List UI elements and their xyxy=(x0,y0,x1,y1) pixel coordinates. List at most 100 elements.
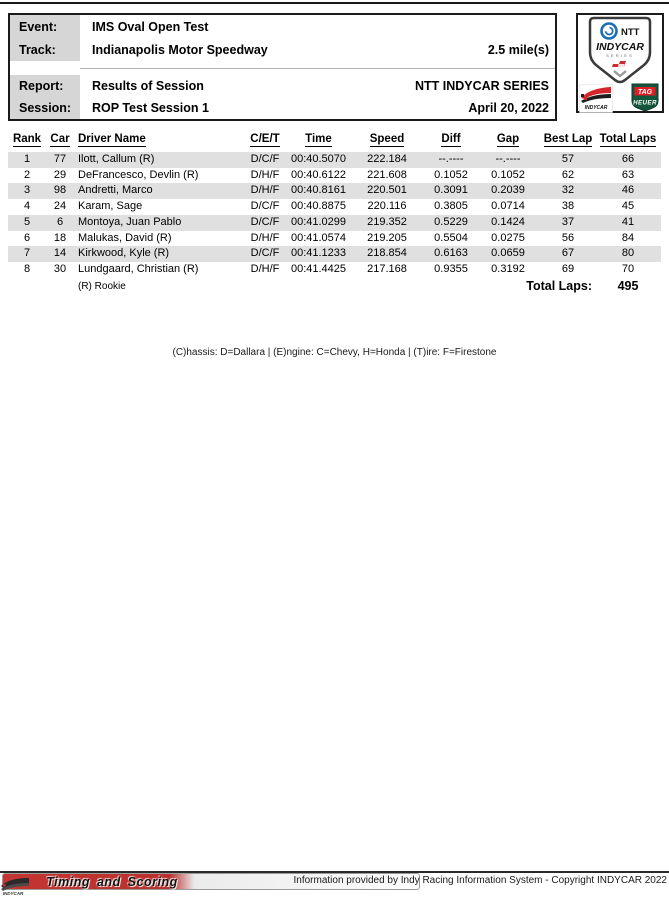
header-row-track: Track: Indianapolis Motor Speedway 2.5 m… xyxy=(10,38,555,61)
indycar-series-shield-icon: NTT INDYCAR SERIES xyxy=(588,16,652,84)
cell: 220.501 xyxy=(347,183,427,200)
cell: Andretti, Marco xyxy=(74,183,240,200)
cell: 00:40.8161 xyxy=(290,183,347,200)
cell: 0.2039 xyxy=(475,183,541,200)
cell: 0.3805 xyxy=(434,200,468,213)
cell: 218.854 xyxy=(347,246,427,262)
cell: 77 xyxy=(46,152,74,168)
cell: D/C/F xyxy=(250,200,280,213)
cell: 0.1424 xyxy=(475,214,541,231)
cell: D/H/F xyxy=(250,168,280,181)
cell: 57 xyxy=(541,152,595,168)
series-name: NTT INDYCAR SERIES xyxy=(414,79,549,93)
cell: 0.0275 xyxy=(491,231,525,244)
total-laps-label: Total Laps: xyxy=(526,279,592,293)
col-speed: Speed xyxy=(369,133,405,147)
total-laps-value: 495 xyxy=(617,279,639,293)
cell: 0.3192 xyxy=(491,262,525,275)
cell: 4 xyxy=(23,200,31,213)
chassis-engine-tire-legend: (C)hassis: D=Dallara | (E)ngine: C=Chevy… xyxy=(172,347,497,358)
cell: Malukas, David (R) xyxy=(78,231,172,244)
cell: 0.1052 xyxy=(491,168,525,181)
table-row: 4 24 Karam, Sage D/C/F 00:40.8875 220.116 0.38… xyxy=(8,199,661,215)
cell: 0.9355 xyxy=(434,262,468,275)
cell: 70 xyxy=(621,262,635,275)
session-label: Session: xyxy=(10,97,80,119)
cell: 0.0659 xyxy=(475,246,541,262)
cell: 3 xyxy=(8,183,46,200)
report-value: Results of Session xyxy=(92,79,204,93)
cell: 2 xyxy=(23,168,31,181)
cell: 24 xyxy=(53,200,67,213)
cell: 46 xyxy=(595,183,661,200)
svg-text:SERIES: SERIES xyxy=(606,53,634,58)
cell: 00:40.8875 xyxy=(290,200,347,213)
session-value: ROP Test Session 1 xyxy=(92,101,209,115)
cell: 30 xyxy=(53,262,67,275)
cell: D/C/F xyxy=(240,214,290,231)
cell: 7 xyxy=(8,246,46,262)
cell: 56 xyxy=(561,231,575,244)
track-label: Track: xyxy=(10,38,80,61)
cell: 00:40.5070 xyxy=(290,152,347,168)
cell: 37 xyxy=(541,214,595,231)
cell: 8 xyxy=(23,262,31,275)
cell: 219.352 xyxy=(347,214,427,231)
cell: 1 xyxy=(8,152,46,168)
cell: 67 xyxy=(541,246,595,262)
cell: 5 xyxy=(8,214,46,231)
session-date: April 20, 2022 xyxy=(468,101,549,115)
cell: D/H/F xyxy=(250,231,280,244)
cell: Karam, Sage xyxy=(78,200,143,213)
cell: D/C/F xyxy=(240,152,290,168)
cell: 00:40.6122 xyxy=(290,168,347,181)
col-diff: Diff xyxy=(441,133,461,147)
cell: 0.3091 xyxy=(427,183,475,200)
track-value: Indianapolis Motor Speedway xyxy=(92,42,268,57)
footer-copyright-text: Information provided by Indy Racing Info… xyxy=(293,875,667,886)
timing-and-scoring-banner: Timing and Scoring xyxy=(2,873,420,890)
header-row-event: Event: IMS Oval Open Test xyxy=(10,15,555,38)
cell: 00:41.1233 xyxy=(290,246,347,262)
cell: 14 xyxy=(46,246,74,262)
cell: 0.6163 xyxy=(427,246,475,262)
results-table: Rank Car Driver Name C/E/T Time Speed Di… xyxy=(8,133,661,278)
table-header-row: Rank Car Driver Name C/E/T Time Speed Di… xyxy=(8,133,661,152)
cell: Kirkwood, Kyle (R) xyxy=(74,246,240,262)
logo-box: NTT INDYCAR SERIES INDYCAR TAG HEUER xyxy=(576,13,664,113)
cell: 221.608 xyxy=(367,168,407,181)
cell: 0.5229 xyxy=(427,214,475,231)
event-label: Event: xyxy=(10,15,80,38)
col-driver-name: Driver Name xyxy=(78,133,146,147)
cell: D/C/F xyxy=(240,246,290,262)
cell: D/H/F xyxy=(250,262,280,275)
cell: 69 xyxy=(561,262,575,275)
svg-text:NTT: NTT xyxy=(621,27,640,38)
table-row: 8 30 Lundgaard, Christian (R) D/H/F 00:41.44… xyxy=(8,262,661,278)
timing-and-scoring-label: Timing and Scoring xyxy=(46,874,178,889)
cell: 6 xyxy=(23,231,31,244)
col-car: Car xyxy=(50,133,70,147)
col-gap: Gap xyxy=(496,133,520,147)
cell: 84 xyxy=(621,231,635,244)
cell: Montoya, Juan Pablo xyxy=(74,214,240,231)
svg-text:INDYCAR: INDYCAR xyxy=(596,41,644,53)
table-row: 5 6 Montoya, Juan Pablo D/C/F 00:41.0299 219.… xyxy=(8,214,661,231)
cell: 0.0714 xyxy=(491,200,525,213)
cell: 00:41.4425 xyxy=(290,262,347,275)
cell: 66 xyxy=(595,152,661,168)
cell: 80 xyxy=(595,246,661,262)
table-row: 7 14 Kirkwood, Kyle (R) D/C/F 00:41.1233 218.… xyxy=(8,246,661,262)
top-divider xyxy=(0,2,669,4)
cell: 00:41.0299 xyxy=(290,214,347,231)
col-best-lap: Best Lap xyxy=(543,133,593,147)
header-divider xyxy=(10,61,555,75)
cell: --.---- xyxy=(427,152,475,168)
cell: 18 xyxy=(53,231,67,244)
cell: D/H/F xyxy=(240,183,290,200)
report-label: Report: xyxy=(10,75,80,97)
table-row: 1 77 Ilott, Callum (R) D/C/F 00:40.5070 222.1… xyxy=(8,152,661,168)
col-total-laps: Total Laps xyxy=(599,133,657,147)
cell: 217.168 xyxy=(367,262,407,275)
cell: 0.5504 xyxy=(434,231,468,244)
